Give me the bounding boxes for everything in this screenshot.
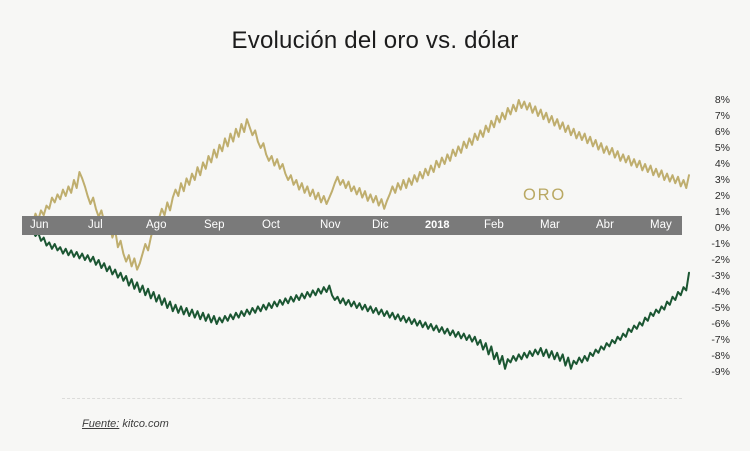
x-axis-tick-nov: Nov [320, 219, 341, 231]
y-axis-tick: 6% [714, 126, 730, 138]
source-value: kitco.com [122, 418, 169, 430]
page-title: Evolución del oro vs. dólar [231, 27, 519, 54]
series-line-oro [29, 99, 690, 271]
x-axis-tick-may: May [650, 219, 672, 231]
y-axis: 8% 7% 6% 5% 4% 3% 2% 1% 0% -1% -2% -3% -4% -5% -6% -7% -… [700, 0, 746, 400]
y-axis-tick: 2% [714, 190, 730, 202]
y-axis-tick: -9% [711, 366, 730, 378]
x-axis-tick-feb: Feb [484, 219, 504, 231]
x-axis-tick-sep: Sep [204, 219, 225, 231]
y-axis-tick: 3% [714, 174, 730, 186]
x-axis-tick-oct: Oct [262, 219, 280, 231]
y-axis-tick: -6% [711, 318, 730, 330]
plot-area [29, 99, 690, 370]
x-axis-tick-abr: Abr [596, 219, 614, 231]
y-axis-tick: 5% [714, 142, 730, 154]
x-axis-tick-ago: Ago [146, 219, 167, 231]
y-axis-tick: 7% [714, 110, 730, 122]
footer-divider [62, 398, 682, 400]
y-axis-tick: 8% [714, 94, 730, 106]
y-axis-tick: -3% [711, 270, 730, 282]
x-axis-tick-jul: Jul [88, 219, 103, 231]
y-axis-tick: -8% [711, 350, 730, 362]
y-axis-tick: -7% [711, 334, 730, 346]
x-axis-tick-mar: Mar [540, 219, 560, 231]
y-axis-tick: 4% [714, 158, 730, 170]
x-axis-band: Jun Jul Ago Sep Oct Nov Dic 2018 Feb Mar Abr May [22, 216, 682, 235]
y-axis-tick: -2% [711, 254, 730, 266]
series-line-dolar [29, 227, 690, 370]
y-axis-tick: -1% [711, 238, 730, 250]
series-annotation-oro: ORO [523, 186, 566, 204]
y-axis-tick: 0% [714, 222, 730, 234]
source-label: Fuente: [82, 418, 120, 430]
x-axis-tick-2018: 2018 [425, 219, 450, 231]
series-svg [29, 99, 690, 370]
y-axis-tick: -4% [711, 286, 730, 298]
x-axis-tick-jun: Jun [30, 219, 49, 231]
source-attribution: Fuente: kitco.com [82, 418, 169, 430]
x-axis-tick-dic: Dic [372, 219, 389, 231]
y-axis-tick: -5% [711, 302, 730, 314]
y-axis-tick: 1% [714, 206, 730, 218]
